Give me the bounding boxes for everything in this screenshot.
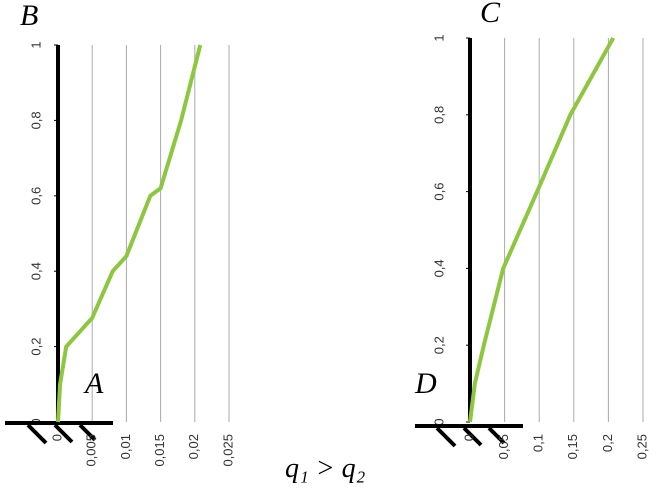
x-tick-label: 0,005: [84, 434, 99, 467]
x-tick-label: 0,15: [565, 434, 580, 459]
y-tick-label: 0: [431, 418, 446, 425]
y-tick-label: 0,2: [28, 338, 43, 356]
y-tick-label: 1: [431, 34, 446, 41]
point-letter: D: [414, 367, 437, 400]
curve: [468, 37, 615, 423]
x-tick-label: 0,02: [186, 434, 201, 459]
x-tick-label: 0,05: [496, 434, 511, 459]
point-letter: C: [480, 0, 501, 29]
y-tick-label: 0,8: [431, 106, 446, 124]
x-tick-label: 0,015: [152, 434, 167, 467]
point-letter: A: [83, 367, 104, 400]
x-tick-label: 0,01: [118, 434, 133, 459]
x-tick-label: 0,25: [634, 434, 649, 459]
y-tick-label: 0,4: [431, 259, 446, 277]
point-letter: B: [20, 0, 38, 32]
x-tick-label: 0: [461, 434, 476, 441]
y-tick-label: 0,6: [431, 183, 446, 201]
y-tick-label: 1: [28, 41, 43, 48]
ground-hatch: [26, 423, 506, 448]
x-tick-label: 0,1: [531, 434, 546, 452]
condition-label: q₁ > q₂: [285, 453, 366, 484]
y-tick-label: 0,8: [28, 111, 43, 129]
y-tick-label: 0,4: [28, 262, 43, 280]
x-tick-label: 0,025: [220, 434, 235, 467]
x-tick-label: 0: [49, 434, 64, 441]
x-tick-label: 0,2: [600, 434, 615, 452]
curve: [56, 44, 203, 423]
y-tick-label: 0,6: [28, 187, 43, 205]
y-tick-label: 0,2: [431, 336, 446, 354]
